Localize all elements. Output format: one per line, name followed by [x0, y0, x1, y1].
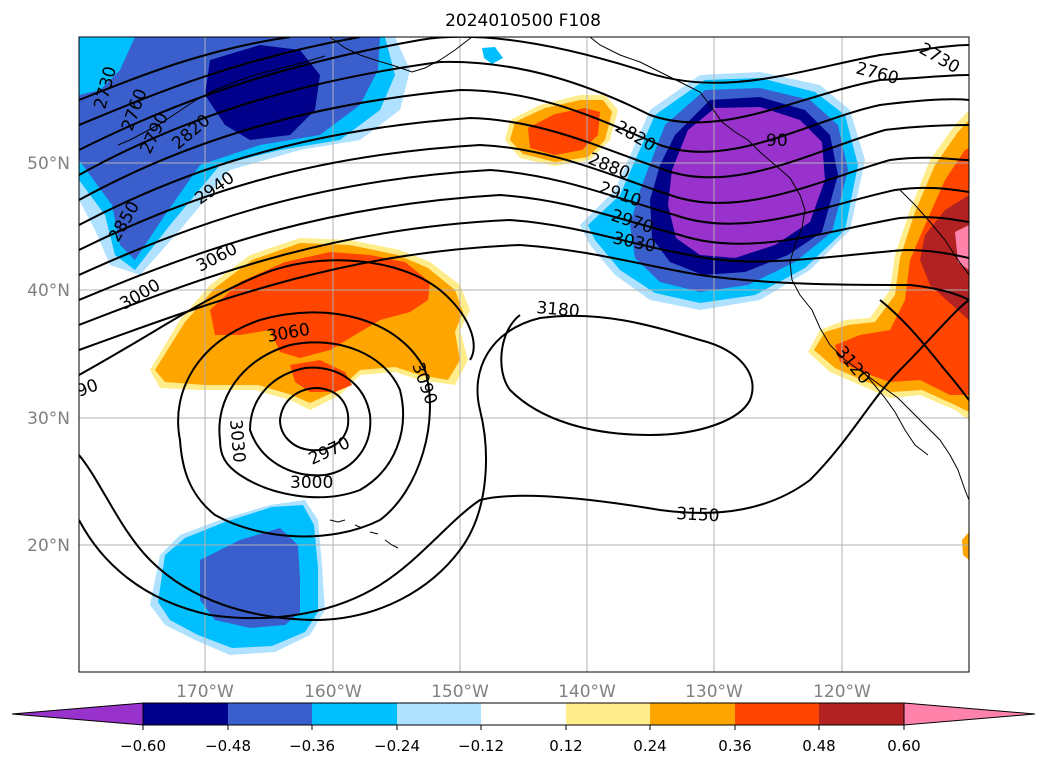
positive-anomaly-central	[210, 252, 430, 358]
colorbar-tick-label: −0.36	[289, 737, 335, 755]
lat-label-20n: 20°N	[27, 536, 70, 556]
positive-anomaly-east	[920, 195, 969, 320]
colorbar-tick-label: 0.24	[633, 737, 666, 755]
negative-anomaly-small	[482, 47, 503, 64]
colorbar-tick-label: 0.48	[802, 737, 835, 755]
colorbar-tick-label: −0.12	[458, 737, 504, 755]
contour-label-90-west: 90	[74, 376, 101, 402]
contour-label-3000-south: 3000	[290, 473, 333, 493]
coastline-hawaii	[329, 519, 399, 549]
positive-anomaly-east	[955, 225, 969, 270]
longitude-labels: 170°W 160°W 150°W 140°W 130°W 120°W	[176, 682, 871, 702]
lat-label-50n: 50°N	[27, 154, 70, 174]
coastline-north-america	[589, 37, 969, 501]
coastline-inland	[899, 189, 969, 276]
colorbar-segment	[650, 703, 735, 725]
height-contours	[79, 37, 969, 622]
colorbar-segment	[228, 703, 312, 725]
colorbar-segment	[819, 703, 904, 725]
map-title: 2024010500 F108	[445, 11, 601, 31]
lon-label-120w: 120°W	[813, 682, 871, 702]
colorbar-tick-label: 0.60	[887, 737, 920, 755]
colorbar-tick-label: −0.48	[205, 737, 251, 755]
lon-label-130w: 130°W	[685, 682, 743, 702]
colorbar-segment	[566, 703, 650, 725]
negative-anomaly-core-northeast	[668, 107, 825, 258]
contour-label-3030: 3030	[225, 419, 249, 464]
lon-label-160w: 160°W	[304, 682, 362, 702]
negative-anomaly-southwest	[200, 528, 300, 628]
contour-label-3150: 3150	[676, 504, 720, 526]
lon-label-170w: 170°W	[176, 682, 234, 702]
colorbar-tick-label: 0.36	[718, 737, 751, 755]
positive-anomaly-east	[962, 532, 969, 560]
colorbar-ticks	[142, 725, 905, 730]
latitude-labels: 50°N 40°N 30°N 20°N	[27, 154, 70, 556]
map-frame	[78, 36, 970, 673]
contour-label-90-east: 90	[766, 131, 788, 151]
lon-label-150w: 150°W	[431, 682, 489, 702]
colorbar-tick-label: 0.12	[549, 737, 582, 755]
colorbar-segment	[397, 703, 481, 725]
contour-label-3180: 3180	[536, 298, 581, 322]
coastline-baja	[859, 367, 929, 456]
colorbar-segment	[735, 703, 819, 725]
colorbar-extend-low	[11, 702, 144, 726]
lat-label-30n: 30°N	[27, 409, 70, 429]
lat-label-40n: 40°N	[27, 281, 70, 301]
colorbar-segment	[481, 703, 566, 725]
colorbar-segment	[143, 703, 228, 725]
lon-label-140w: 140°W	[558, 682, 616, 702]
colorbar-tick-label: −0.60	[120, 737, 166, 755]
colorbar-tick-label: −0.24	[374, 737, 420, 755]
map-panel: 2730 2760 2790 2820 2850 2940 3000 3060 …	[74, 37, 969, 672]
colorbar-segment	[312, 703, 397, 725]
negative-anomaly-northwest	[79, 37, 135, 95]
colorbar-frame	[142, 702, 905, 726]
positive-anomaly-gulf	[528, 108, 600, 155]
colorbar: −0.60 −0.48 −0.36 −0.24 −0.12 0.12 0.24 …	[11, 702, 1036, 755]
colorbar-extend-high	[903, 702, 1036, 726]
